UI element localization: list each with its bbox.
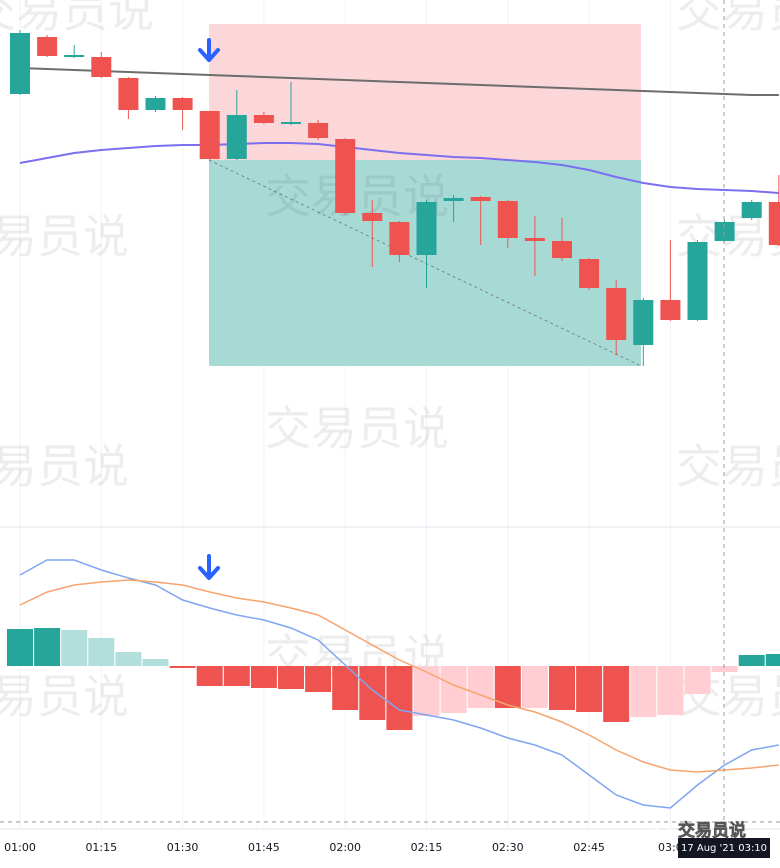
candle-body [470,197,491,201]
entry-arrow [198,554,220,580]
histogram-bar [196,666,223,686]
x-tick-label: 01:30 [167,841,199,854]
histogram-bar [603,666,630,722]
candle-body [91,57,112,77]
candle-body [335,139,356,213]
watermark: 交易员说 [0,670,129,724]
macd-pane [7,559,780,809]
price-pane [10,30,780,366]
candle-body [714,222,735,241]
x-tick-label: 01:45 [248,841,280,854]
candle-body [524,238,545,241]
candle-body [579,259,600,288]
candle-body [606,288,627,340]
histogram-bar [711,666,738,672]
time-axis: 01:00 01:15 01:30 01:45 02:00 02:15 02:30 02:45… [4,841,683,854]
histogram-bar [169,666,196,668]
line [19,559,779,809]
histogram-bar [359,666,386,720]
candle-body [687,242,708,320]
watermark: 交易员说 [0,210,129,264]
x-tick-label: 02:30 [492,841,524,854]
candle-body [660,300,681,320]
candle-body [741,202,762,218]
candle-body [443,198,464,201]
candle-body [281,122,301,124]
histogram-bar [630,666,657,717]
watermark: 交易员说 [676,440,780,494]
histogram-bar [576,666,603,712]
candle-body [145,98,166,110]
x-tick-label: 01:00 [4,841,36,854]
watermark: 交易员说 [0,440,129,494]
histogram-bar [305,666,332,692]
candle-body [389,222,410,255]
x-tick-label: 02:15 [411,841,443,854]
x-tick-label: 01:15 [85,841,117,854]
candle-body [308,123,329,138]
candle-body [37,37,58,56]
histogram-bar [684,666,711,694]
watermark: 交易员说 [0,0,154,38]
logo: 交易员说 [655,820,746,841]
candle-body [497,201,518,238]
candle-body [416,202,437,255]
entry-arrow [198,38,220,62]
stop-zone [209,24,641,160]
candle-body [118,78,139,110]
histogram-bar [386,666,413,730]
histogram-bar [467,666,494,708]
candle-body [10,33,30,94]
candle-body [226,115,247,159]
histogram-bar [521,666,548,708]
histogram-bar [657,666,684,715]
x-tick-label: 03:0 [658,841,683,854]
crosshair-label-box [678,838,770,858]
histogram-bar [738,655,765,666]
candle-body [633,300,654,345]
line [19,142,779,194]
histogram-bar [765,654,780,666]
logo-text: 交易员说 [678,820,746,841]
candle-body [362,213,383,221]
trade-path [208,159,642,367]
watermark: 交易员说 [676,0,780,38]
x-tick-label: 02:00 [329,841,361,854]
histogram-bar [250,666,277,688]
histogram-bar [61,630,88,666]
histogram-bar [440,666,467,713]
x-tick-label: 02:45 [573,841,605,854]
histogram-bar [223,666,250,686]
histogram-bar [7,629,33,666]
position-tool [208,24,642,367]
crosshair-label: 17 Aug '21 03:10 [681,843,767,854]
histogram-bar [115,652,142,666]
logo-icon [655,824,671,840]
histogram-bar [34,628,61,666]
line [19,579,779,773]
candle-body [172,98,193,110]
candle-body [552,241,572,258]
histogram-bar [413,666,440,716]
histogram-bar [494,666,521,708]
histogram-bar [142,659,169,666]
line [19,67,779,96]
candle-body [64,55,85,57]
watermark: 交易员说 [265,402,449,456]
candle-body [253,115,274,123]
candle-body [199,111,220,159]
histogram-bar [549,666,575,710]
candle-body [768,202,780,245]
histogram-bar [278,666,304,689]
histogram-bar [88,638,115,666]
